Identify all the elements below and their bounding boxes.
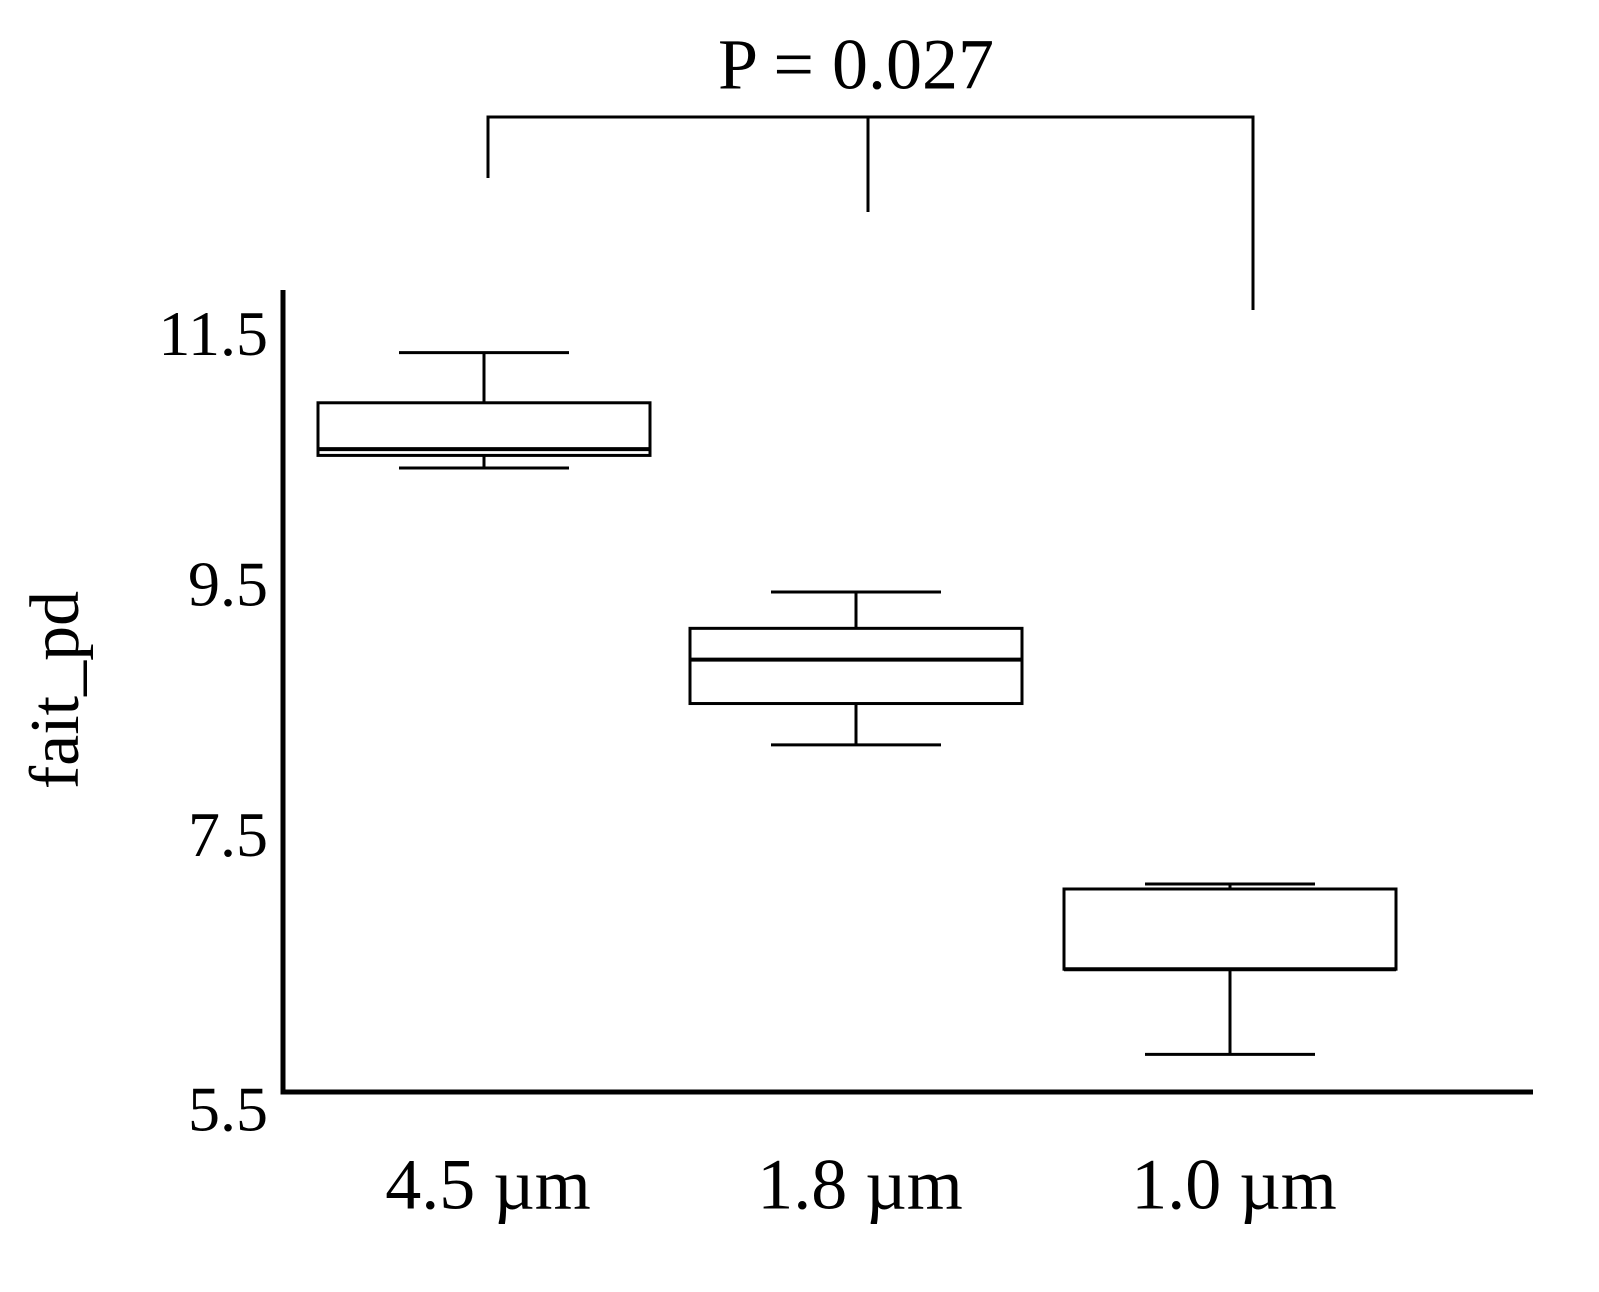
box: [1062, 887, 1398, 971]
y-tick-label: 7.5: [188, 799, 268, 870]
y-axis-label: fait_pd: [17, 591, 94, 789]
x-tick-label: 1.0 µm: [1131, 1145, 1337, 1225]
axes: [280, 290, 1533, 1095]
x-tick-label: 4.5 µm: [385, 1145, 591, 1225]
x-tick-label: 1.8 µm: [757, 1145, 963, 1225]
box: [316, 401, 652, 457]
significance-bracket: [486, 115, 1255, 310]
y-tick-label: 9.5: [188, 548, 268, 619]
p-value-annotation: P = 0.027: [718, 25, 994, 105]
y-tick-label: 5.5: [188, 1074, 268, 1145]
box: [688, 626, 1024, 706]
y-tick-label: 11.5: [158, 298, 268, 369]
